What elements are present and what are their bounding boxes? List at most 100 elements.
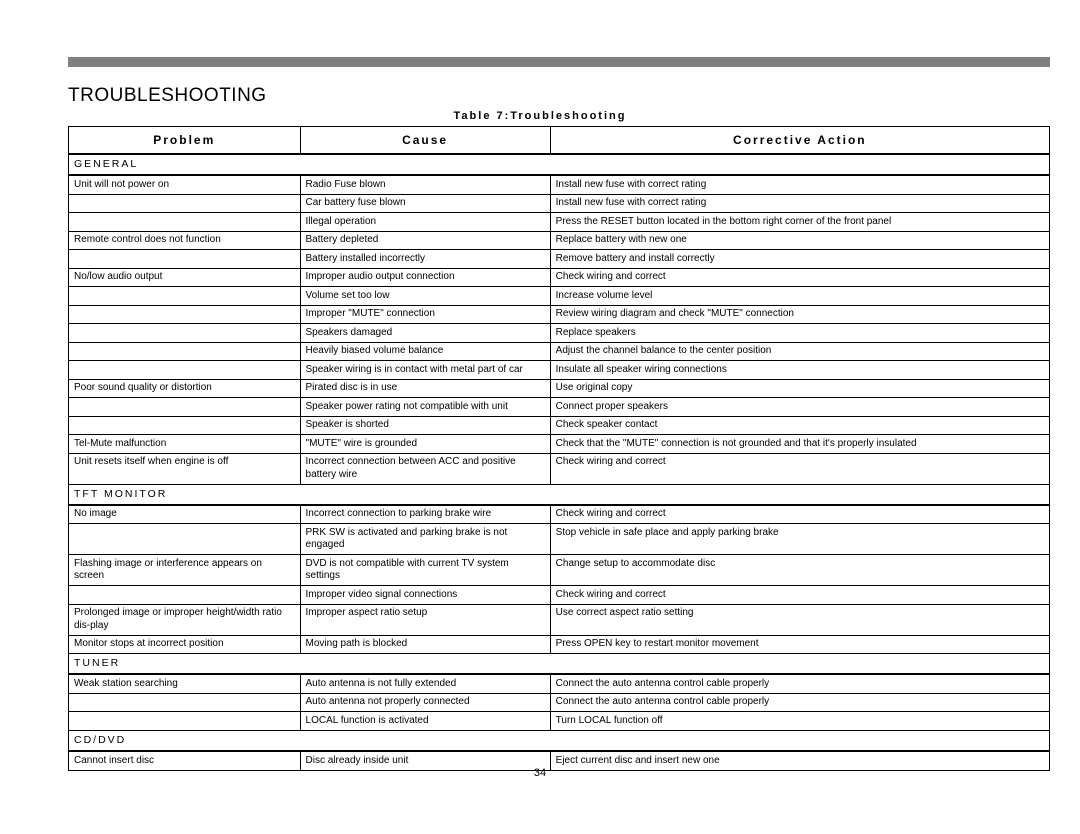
section-row: TUNER (69, 654, 1050, 675)
cell-cause: Improper audio output connection (300, 268, 550, 287)
cell-problem (69, 712, 301, 731)
cell-cause: Incorrect connection to parking brake wi… (300, 505, 550, 524)
table-row: Prolonged image or improper height/width… (69, 604, 1050, 635)
table-row: Speaker wiring is in contact with metal … (69, 361, 1050, 380)
cell-action: Replace battery with new one (550, 231, 1049, 250)
cell-cause: LOCAL function is activated (300, 712, 550, 731)
section-header: TFT MONITOR (69, 484, 1050, 505)
cell-action: Connect the auto antenna control cable p… (550, 693, 1049, 712)
header-bar (68, 57, 1050, 67)
table-row: Car battery fuse blownInstall new fuse w… (69, 194, 1050, 213)
cell-problem: Unit will not power on (69, 175, 301, 194)
cell-action: Check speaker contact (550, 416, 1049, 435)
table-row: Speaker is shortedCheck speaker contact (69, 416, 1050, 435)
table-row: LOCAL function is activatedTurn LOCAL fu… (69, 712, 1050, 731)
table-header-row: Problem Cause Corrective Action (69, 127, 1050, 155)
cell-cause: Radio Fuse blown (300, 175, 550, 194)
table-row: Auto antenna not properly connectedConne… (69, 693, 1050, 712)
cell-cause: Incorrect connection between ACC and pos… (300, 453, 550, 484)
table-row: Flashing image or interference appears o… (69, 555, 1050, 586)
cell-problem (69, 213, 301, 232)
cell-action: Check wiring and correct (550, 505, 1049, 524)
table-row: No/low audio outputImproper audio output… (69, 268, 1050, 287)
cell-problem: No image (69, 505, 301, 524)
cell-action: Press the RESET button located in the bo… (550, 213, 1049, 232)
col-header-action: Corrective Action (550, 127, 1049, 155)
cell-problem: Unit resets itself when engine is off (69, 453, 301, 484)
troubleshooting-table-wrap: Problem Cause Corrective Action GENERALU… (68, 126, 1050, 771)
cell-action: Use correct aspect ratio setting (550, 604, 1049, 635)
cell-problem (69, 693, 301, 712)
cell-cause: Moving path is blocked (300, 635, 550, 654)
cell-cause: Pirated disc is in use (300, 379, 550, 398)
cell-cause: Speaker power rating not compatible with… (300, 398, 550, 417)
cell-action: Stop vehicle in safe place and apply par… (550, 524, 1049, 555)
cell-cause: Car battery fuse blown (300, 194, 550, 213)
cell-problem (69, 194, 301, 213)
cell-action: Press OPEN key to restart monitor moveme… (550, 635, 1049, 654)
cell-cause: Auto antenna not properly connected (300, 693, 550, 712)
section-header: GENERAL (69, 154, 1050, 175)
cell-cause: Volume set too low (300, 287, 550, 306)
table-row: Volume set too lowIncrease volume level (69, 287, 1050, 306)
col-header-cause: Cause (300, 127, 550, 155)
page-number: 34 (0, 767, 1080, 779)
section-header: TUNER (69, 654, 1050, 675)
cell-action: Check wiring and correct (550, 268, 1049, 287)
table-row: Illegal operationPress the RESET button … (69, 213, 1050, 232)
cell-problem (69, 287, 301, 306)
cell-cause: Improper video signal connections (300, 586, 550, 605)
cell-action: Use original copy (550, 379, 1049, 398)
cell-action: Adjust the channel balance to the center… (550, 342, 1049, 361)
cell-problem (69, 342, 301, 361)
cell-problem: Remote control does not function (69, 231, 301, 250)
cell-cause: PRK SW is activated and parking brake is… (300, 524, 550, 555)
cell-action: Remove battery and install correctly (550, 250, 1049, 269)
table-row: PRK SW is activated and parking brake is… (69, 524, 1050, 555)
cell-cause: Improper aspect ratio setup (300, 604, 550, 635)
cell-problem (69, 524, 301, 555)
cell-action: Change setup to accommodate disc (550, 555, 1049, 586)
table-row: No imageIncorrect connection to parking … (69, 505, 1050, 524)
cell-problem (69, 361, 301, 380)
cell-problem (69, 398, 301, 417)
table-row: Improper "MUTE" connectionReview wiring … (69, 305, 1050, 324)
cell-action: Replace speakers (550, 324, 1049, 343)
table-row: Weak station searchingAuto antenna is no… (69, 674, 1050, 693)
cell-problem: Weak station searching (69, 674, 301, 693)
table-row: Battery installed incorrectlyRemove batt… (69, 250, 1050, 269)
cell-problem: Monitor stops at incorrect position (69, 635, 301, 654)
table-row: Speakers damagedReplace speakers (69, 324, 1050, 343)
cell-cause: Battery depleted (300, 231, 550, 250)
section-row: CD/DVD (69, 730, 1050, 751)
cell-cause: Illegal operation (300, 213, 550, 232)
cell-action: Install new fuse with correct rating (550, 175, 1049, 194)
cell-cause: Speaker wiring is in contact with metal … (300, 361, 550, 380)
cell-problem (69, 250, 301, 269)
cell-problem (69, 416, 301, 435)
table-row: Remote control does not functionBattery … (69, 231, 1050, 250)
page-title: TROUBLESHOOTING (68, 85, 267, 107)
cell-action: Insulate all speaker wiring connections (550, 361, 1049, 380)
section-row: GENERAL (69, 154, 1050, 175)
cell-problem: Flashing image or interference appears o… (69, 555, 301, 586)
cell-action: Check wiring and correct (550, 453, 1049, 484)
table-row: Speaker power rating not compatible with… (69, 398, 1050, 417)
table-row: Improper video signal connectionsCheck w… (69, 586, 1050, 605)
troubleshooting-table: Problem Cause Corrective Action GENERALU… (68, 126, 1050, 771)
cell-problem: Tel-Mute malfunction (69, 435, 301, 454)
cell-cause: DVD is not compatible with current TV sy… (300, 555, 550, 586)
cell-action: Connect the auto antenna control cable p… (550, 674, 1049, 693)
cell-problem (69, 586, 301, 605)
cell-problem (69, 324, 301, 343)
section-header: CD/DVD (69, 730, 1050, 751)
cell-action: Review wiring diagram and check "MUTE" c… (550, 305, 1049, 324)
cell-cause: Improper "MUTE" connection (300, 305, 550, 324)
cell-action: Check wiring and correct (550, 586, 1049, 605)
cell-problem: Prolonged image or improper height/width… (69, 604, 301, 635)
table-row: Unit resets itself when engine is offInc… (69, 453, 1050, 484)
cell-action: Check that the "MUTE" connection is not … (550, 435, 1049, 454)
col-header-problem: Problem (69, 127, 301, 155)
cell-cause: Speaker is shorted (300, 416, 550, 435)
cell-cause: Speakers damaged (300, 324, 550, 343)
